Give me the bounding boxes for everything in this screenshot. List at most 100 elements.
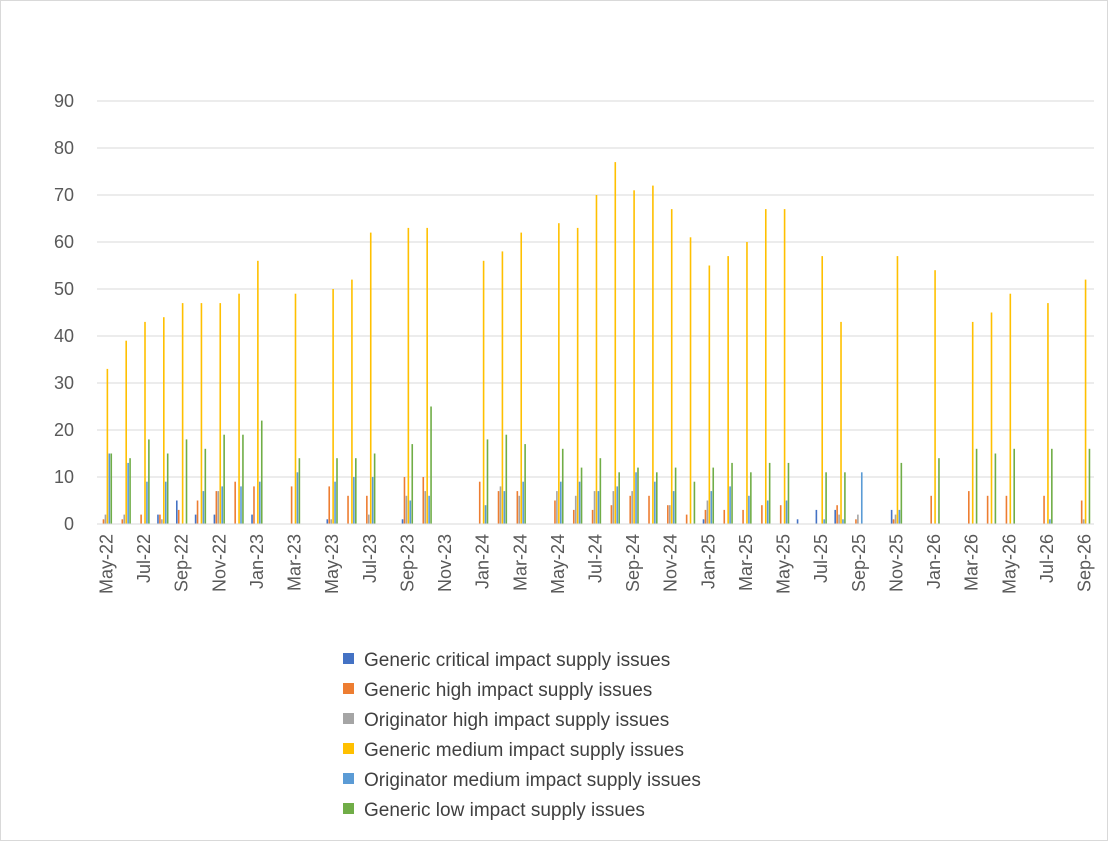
bar	[894, 514, 897, 524]
x-tick-label: Nov-25	[886, 534, 906, 592]
bar	[578, 481, 581, 524]
bar	[110, 453, 113, 524]
bar	[234, 481, 236, 524]
bar	[1088, 448, 1091, 524]
bar	[1013, 448, 1016, 524]
bar	[146, 481, 148, 524]
bar	[405, 495, 408, 524]
bar	[825, 472, 827, 524]
bar	[367, 514, 370, 524]
bar	[336, 458, 338, 524]
bar	[654, 481, 656, 524]
bar	[351, 279, 353, 524]
bar	[196, 500, 199, 524]
bar	[353, 477, 355, 524]
legend-swatch	[343, 773, 354, 784]
bar	[503, 491, 506, 524]
bar	[106, 368, 109, 524]
bar	[750, 472, 752, 524]
bar	[157, 514, 159, 524]
y-tick-label: 40	[54, 326, 74, 346]
bar	[580, 467, 583, 524]
bar	[618, 472, 620, 524]
bar	[668, 505, 671, 524]
bar	[823, 519, 825, 524]
bar	[631, 491, 633, 524]
bar	[710, 491, 713, 524]
bar	[629, 495, 632, 524]
bar	[238, 293, 240, 524]
bar	[497, 491, 500, 524]
bar	[787, 462, 790, 524]
bar	[251, 514, 253, 524]
legend-label: Originator high impact supply issues	[364, 710, 669, 731]
x-tick-label: Jan-26	[924, 534, 944, 589]
bar	[260, 420, 263, 524]
legend-label: Generic critical impact supply issues	[364, 650, 670, 671]
bar	[968, 491, 970, 524]
legend-label: Generic low impact supply issues	[364, 800, 645, 821]
bar	[971, 321, 974, 524]
bar	[121, 519, 124, 524]
legend: Generic critical impact supply issues Gen…	[343, 650, 701, 821]
bar	[125, 340, 127, 524]
bar	[706, 500, 709, 524]
bar	[986, 495, 989, 524]
bar	[597, 491, 600, 524]
bar	[591, 509, 594, 524]
bar	[371, 477, 374, 524]
bar	[159, 514, 161, 524]
bar	[347, 495, 349, 524]
bar	[411, 444, 414, 524]
bar	[599, 458, 602, 524]
bar	[161, 519, 163, 524]
bar	[484, 505, 487, 524]
x-tick-label: Mar-26	[962, 534, 982, 591]
x-tick-label: May-24	[548, 534, 568, 594]
x-tick-label: May-26	[999, 534, 1019, 594]
x-tick-label: Jul-26	[1037, 534, 1057, 583]
bar	[785, 500, 788, 524]
bar	[761, 505, 763, 524]
bar	[554, 500, 556, 524]
bar	[1047, 303, 1049, 524]
bar	[1049, 519, 1051, 524]
bar	[164, 481, 167, 524]
bar	[257, 260, 259, 524]
bar	[667, 505, 669, 524]
y-tick-label: 10	[54, 467, 74, 487]
bar	[294, 293, 297, 524]
y-tick-label: 70	[54, 185, 74, 205]
bar	[975, 448, 978, 524]
bar	[123, 514, 126, 524]
bar	[202, 491, 205, 524]
bar	[836, 505, 838, 524]
x-tick-label: Jan-24	[473, 534, 493, 589]
x-tick-label: Mar-24	[510, 534, 530, 591]
bar	[505, 434, 508, 524]
bar	[428, 495, 430, 524]
x-tick-label: May-22	[96, 534, 116, 594]
bar	[520, 232, 523, 524]
bar	[328, 486, 331, 524]
bar	[524, 444, 526, 524]
bar	[990, 312, 993, 524]
bar	[424, 491, 427, 524]
bar	[938, 458, 940, 524]
y-tick-label: 0	[64, 514, 74, 534]
bar	[426, 227, 428, 524]
bar	[127, 462, 129, 524]
bar	[796, 519, 799, 524]
legend-swatch	[343, 653, 354, 664]
bar	[702, 519, 705, 524]
legend-swatch	[343, 803, 354, 814]
y-tick-label: 90	[54, 91, 74, 111]
bar	[558, 223, 560, 524]
bar	[366, 495, 368, 524]
bar	[994, 453, 997, 524]
x-tick-label: Nov-24	[661, 534, 681, 592]
bar	[655, 472, 658, 524]
series-3	[104, 486, 1085, 524]
bar	[595, 195, 598, 524]
bar	[704, 509, 707, 524]
